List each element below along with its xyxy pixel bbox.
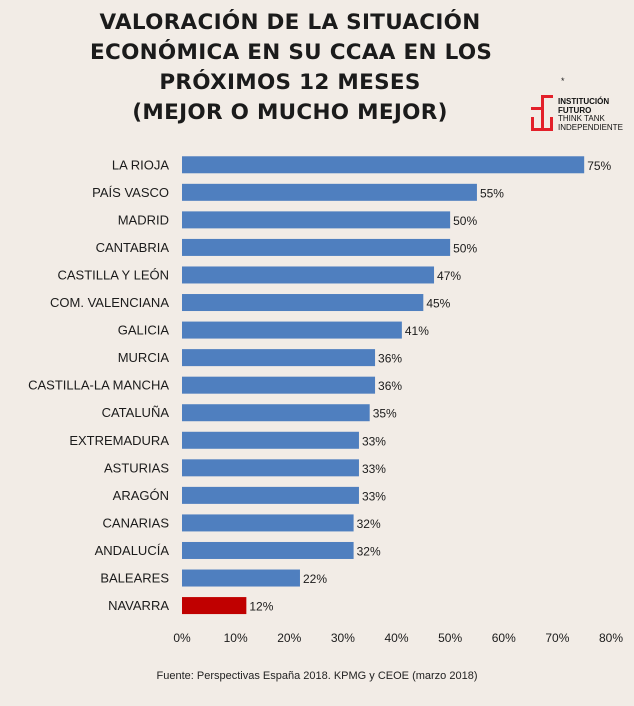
bar-murcia <box>182 349 376 367</box>
x-tick-label-10: 10% <box>224 631 248 645</box>
bar-galicia <box>182 321 402 339</box>
logo-line-2: FUTURO <box>558 105 592 115</box>
value-label-murcia: 36% <box>378 352 402 366</box>
x-tick-label-80: 80% <box>599 631 623 645</box>
bar-pais-vasco <box>182 183 477 201</box>
category-label-cataluna: CATALUÑA <box>102 405 170 420</box>
value-label-navarra: 12% <box>249 600 273 614</box>
bar-andalucia <box>182 541 354 559</box>
category-label-extremadura: EXTREMADURA <box>69 433 169 448</box>
bar-madrid <box>182 211 451 229</box>
x-tick-label-60: 60% <box>492 631 516 645</box>
value-label-castilla-y-leon: 47% <box>437 269 461 283</box>
source-note: Fuente: Perspectivas España 2018. KPMG y… <box>156 670 478 682</box>
category-label-madrid: MADRID <box>118 212 169 227</box>
category-label-com-valenciana: COM. VALENCIANA <box>50 295 169 310</box>
x-tick-label-50: 50% <box>438 631 462 645</box>
category-label-galicia: GALICIA <box>118 323 170 338</box>
value-label-canarias: 32% <box>357 517 381 531</box>
logo-line-3: THINK TANK <box>558 114 605 123</box>
x-tick-label-20: 20% <box>277 631 301 645</box>
category-label-murcia: MURCIA <box>118 350 170 365</box>
logo-mark-icon <box>531 95 553 131</box>
category-label-asturias: ASTURIAS <box>104 460 169 475</box>
x-tick-label-30: 30% <box>331 631 355 645</box>
category-label-baleares: BALEARES <box>100 571 169 586</box>
category-label-andalucia: ANDALUCÍA <box>95 543 170 558</box>
category-label-castilla-la-mancha: CASTILLA-LA MANCHA <box>28 378 169 393</box>
title-line-1: VALORACIÓN DE LA SITUACIÓN <box>99 10 481 35</box>
title-line-3: PRÓXIMOS 12 MESES <box>159 70 421 95</box>
value-label-la-rioja: 75% <box>587 159 611 173</box>
value-label-andalucia: 32% <box>357 544 381 558</box>
category-label-cantabria: CANTABRIA <box>96 240 170 255</box>
bar-la-rioja <box>182 156 585 174</box>
bar-cantabria <box>182 238 451 256</box>
value-label-asturias: 33% <box>362 462 386 476</box>
bar-aragon <box>182 486 359 504</box>
title-line-2: ECONÓMICA EN SU CCAA EN LOS <box>90 40 493 65</box>
logo-text: INSTITUCIÓN FUTURO THINK TANK INDEPENDIE… <box>558 97 623 132</box>
bar-canarias <box>182 514 354 532</box>
bar-navarra <box>182 597 247 615</box>
bar-castilla-y-leon <box>182 266 435 284</box>
x-tick-label-40: 40% <box>384 631 408 645</box>
value-label-extremadura: 33% <box>362 434 386 448</box>
category-label-aragon: ARAGÓN <box>113 488 169 503</box>
chart-title: VALORACIÓN DE LA SITUACIÓN ECONÓMICA EN … <box>90 8 493 128</box>
bar-com-valenciana <box>182 294 424 312</box>
category-label-la-rioja: LA RIOJA <box>112 157 169 172</box>
value-label-com-valenciana: 45% <box>426 297 450 311</box>
bar-castilla-la-mancha <box>182 376 376 394</box>
logo-line-4: INDEPENDIENTE <box>558 122 623 132</box>
logo-star: * <box>561 76 565 86</box>
bar-extremadura <box>182 431 359 449</box>
bar-asturias <box>182 459 359 477</box>
value-label-pais-vasco: 55% <box>480 186 504 200</box>
x-tick-label-0: 0% <box>173 631 191 645</box>
value-label-aragon: 33% <box>362 489 386 503</box>
category-label-canarias: CANARIAS <box>103 515 170 530</box>
bar-cataluna <box>182 404 370 422</box>
value-label-cataluna: 35% <box>373 407 397 421</box>
value-label-baleares: 22% <box>303 572 327 586</box>
category-label-castilla-y-leon: CASTILLA Y LEÓN <box>57 267 169 282</box>
category-label-navarra: NAVARRA <box>108 598 169 613</box>
bar-baleares <box>182 569 300 587</box>
x-tick-label-70: 70% <box>545 631 569 645</box>
category-label-pais-vasco: PAÍS VASCO <box>92 185 169 200</box>
value-label-galicia: 41% <box>405 324 429 338</box>
value-label-madrid: 50% <box>453 214 477 228</box>
title-line-4: (MEJOR O MUCHO MEJOR) <box>132 100 448 125</box>
value-label-castilla-la-mancha: 36% <box>378 379 402 393</box>
value-label-cantabria: 50% <box>453 241 477 255</box>
logo-line-1: INSTITUCIÓN <box>558 97 610 106</box>
institucion-futuro-logo: * INSTITUCIÓN FUTURO THINK TANK INDEPEND… <box>528 76 628 138</box>
